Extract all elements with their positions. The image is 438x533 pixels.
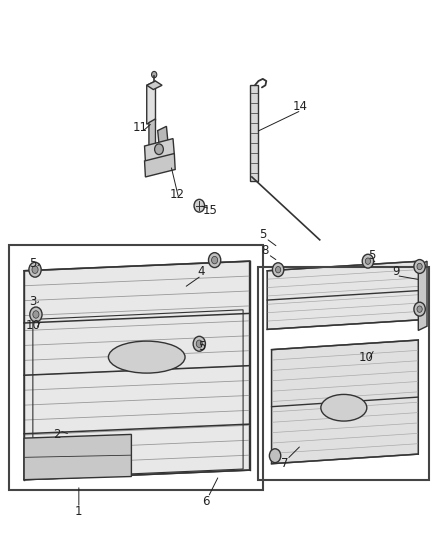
Circle shape (152, 71, 157, 78)
Polygon shape (147, 81, 162, 90)
Bar (9, 245, 263, 490)
Polygon shape (267, 261, 420, 329)
Circle shape (362, 254, 374, 268)
Polygon shape (272, 340, 418, 464)
Circle shape (193, 336, 205, 351)
Text: 11: 11 (133, 122, 148, 134)
Text: 8: 8 (261, 244, 268, 257)
Circle shape (196, 340, 202, 348)
Circle shape (414, 302, 425, 316)
Bar (258, 266, 429, 480)
Circle shape (414, 260, 425, 273)
Polygon shape (149, 119, 155, 148)
Circle shape (30, 307, 42, 322)
Circle shape (32, 266, 38, 273)
Circle shape (417, 306, 422, 312)
Polygon shape (24, 434, 131, 480)
Text: 2: 2 (53, 428, 61, 441)
Polygon shape (250, 85, 258, 181)
Polygon shape (418, 261, 427, 330)
Ellipse shape (321, 394, 367, 421)
Text: 14: 14 (293, 100, 307, 113)
Text: 6: 6 (202, 495, 210, 507)
Text: 3: 3 (29, 295, 36, 308)
Text: 10: 10 (358, 351, 373, 364)
Circle shape (208, 253, 221, 268)
Text: 5: 5 (259, 228, 266, 241)
Circle shape (194, 199, 205, 212)
Text: 5: 5 (29, 257, 36, 270)
Polygon shape (24, 261, 250, 480)
Text: 4: 4 (198, 265, 205, 278)
Circle shape (276, 266, 281, 273)
Polygon shape (158, 126, 169, 154)
Text: 7: 7 (281, 457, 289, 470)
Circle shape (269, 449, 281, 463)
Text: 12: 12 (170, 188, 185, 201)
Circle shape (155, 144, 163, 155)
Text: 1: 1 (75, 505, 83, 518)
Text: 5: 5 (198, 340, 205, 353)
Circle shape (272, 263, 284, 277)
Circle shape (29, 262, 41, 277)
Circle shape (212, 256, 218, 264)
Circle shape (365, 258, 371, 264)
Circle shape (33, 311, 39, 318)
Polygon shape (147, 81, 155, 124)
Text: 9: 9 (392, 265, 400, 278)
Ellipse shape (109, 341, 185, 373)
Text: 5: 5 (369, 249, 376, 262)
Polygon shape (145, 139, 174, 162)
Polygon shape (145, 154, 175, 177)
Text: 15: 15 (203, 204, 218, 217)
Circle shape (417, 263, 422, 270)
Text: 10: 10 (25, 319, 40, 332)
